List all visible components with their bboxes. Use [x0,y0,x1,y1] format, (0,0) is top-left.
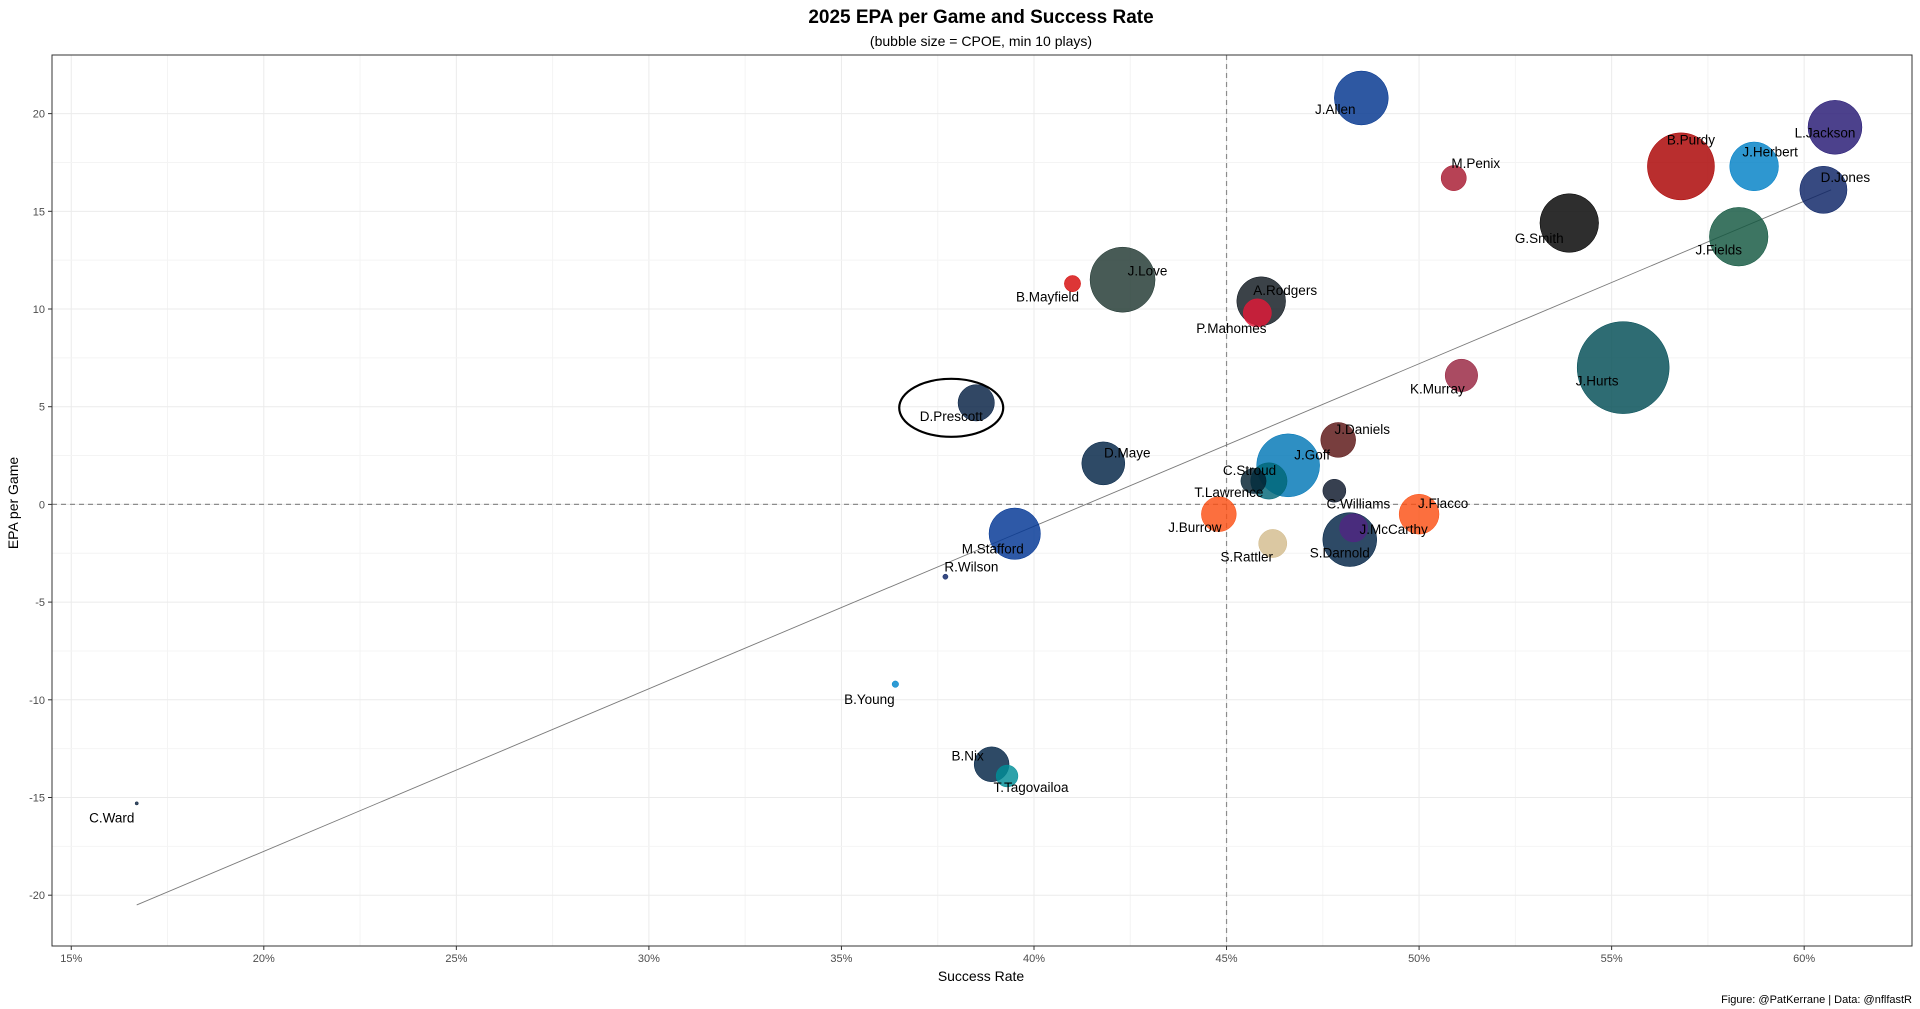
point-label: K.Murray [1410,381,1465,396]
bubble-j-daniels [1320,422,1356,458]
bubble-j-herbert [1729,141,1779,192]
axis-ticks-layer: 15% 20% 25% 30% 35% 40% 45% 50% 55% 60% -20 -15 -10 -… [29,109,1815,965]
bubble-k-murray [1444,358,1478,392]
reference-lines [52,55,1912,946]
x-tick-label: 15% [60,953,82,965]
x-tick-label: 60% [1793,953,1815,965]
bubble-l-jackson [1807,100,1863,155]
point-label: B.Young [844,692,895,707]
point-label: J.Love [1128,264,1168,279]
y-tick-label: 10 [33,304,45,316]
point-label: D.Maye [1104,445,1151,460]
bubble-j-burrow [1201,496,1237,532]
y-tick-label: -10 [29,695,45,707]
point-label: B.Purdy [1667,132,1715,147]
bubble-j-love [1089,246,1156,313]
point-label: J.Hurts [1576,374,1619,389]
highlight-ellipse [898,377,1005,438]
point-label: T.Tagovailoa [993,780,1069,795]
y-tick-label: 0 [39,499,45,511]
chart-subtitle: (bubble size = CPOE, min 10 plays) [870,33,1092,49]
point-label: J.Allen [1315,102,1356,117]
y-tick-label: 15 [33,206,45,218]
grid-layer [52,55,1912,946]
bubble-s-rattler [1258,529,1288,558]
bubble-t-tagovailoa [995,764,1019,788]
bubble-m-stafford [988,507,1041,560]
point-label: M.Stafford [962,542,1024,557]
point-label: J.Daniels [1334,422,1390,437]
trend-line [136,189,1832,906]
point-label: J.Flacco [1418,496,1468,511]
point-label: L.Jackson [1795,125,1856,140]
x-tick-label: 45% [1216,953,1238,965]
point-label: J.McCarthy [1359,522,1428,537]
point-label: D.Prescott [920,409,983,424]
bubble-m-penix [1440,165,1467,191]
point-label: D.Jones [1821,170,1871,185]
point-label: M.Penix [1451,156,1500,171]
point-label: J.Burrow [1168,520,1222,535]
point-label: C.Stroud [1223,463,1276,478]
y-axis-title: EPA per Game [5,457,21,550]
x-tick-label: 30% [638,953,660,965]
bubble-b-young [891,680,899,688]
point-label: J.Herbert [1742,144,1798,159]
y-tick-label: -20 [29,890,45,902]
chart-title: 2025 EPA per Game and Success Rate [808,7,1153,28]
bubble-b-purdy [1647,132,1715,201]
bubble-b-mayfield [1064,275,1081,292]
x-tick-label: 50% [1408,953,1430,965]
chart-caption: Figure: @PatKerrane | Data: @nflfastR [1721,994,1912,1006]
trend-line-layer [136,189,1832,906]
point-label: J.Fields [1695,243,1742,258]
y-tick-label: 20 [33,109,45,121]
bubble-g-smith [1539,193,1599,253]
point-label: C.Williams [1326,497,1390,512]
y-tick-label: 5 [39,402,45,414]
x-tick-label: 25% [445,953,467,965]
point-label: A.Rodgers [1253,283,1317,298]
point-label: S.Rattler [1220,549,1273,564]
point-labels-layer: J.Allen L.Jackson B.Purdy J.Herbert M.Penix D… [89,102,1870,825]
point-label: G.Smith [1515,231,1564,246]
x-tick-label: 55% [1601,953,1623,965]
point-label: C.Ward [89,810,134,825]
x-tick-label: 20% [253,953,275,965]
point-label: T.Lawrence [1194,485,1263,500]
bubble-d-prescott [957,384,995,422]
y-tick-label: -15 [29,793,45,805]
point-label: R.Wilson [944,560,998,575]
bubble-p-mahomes [1243,298,1272,328]
bubble-j-allen [1334,70,1389,126]
y-tick-label: -5 [35,597,45,609]
bubble-d-maye [1081,441,1126,486]
bubble-d-jones [1799,166,1848,214]
point-label: B.Nix [951,748,984,763]
bubble-c-williams [1322,478,1347,503]
point-label: B.Mayfield [1016,290,1079,305]
plot-panel-border [51,54,1913,947]
bubble-c-ward [134,801,139,806]
bubble-j-fields [1709,207,1769,267]
points-layer [134,70,1863,806]
point-label: P.Mahomes [1196,321,1267,336]
bubble-j-mccarthy [1339,513,1368,543]
x-axis-title: Success Rate [938,968,1025,984]
bubble-r-wilson [942,573,949,580]
x-tick-label: 35% [830,953,852,965]
bubble-j-hurts [1576,321,1670,414]
x-tick-label: 40% [1023,953,1045,965]
bubble-c-stroud [1240,468,1267,494]
bubble-j-flacco [1398,494,1440,535]
point-label: J.Goff [1294,447,1330,462]
point-label: S.Darnold [1310,546,1370,561]
